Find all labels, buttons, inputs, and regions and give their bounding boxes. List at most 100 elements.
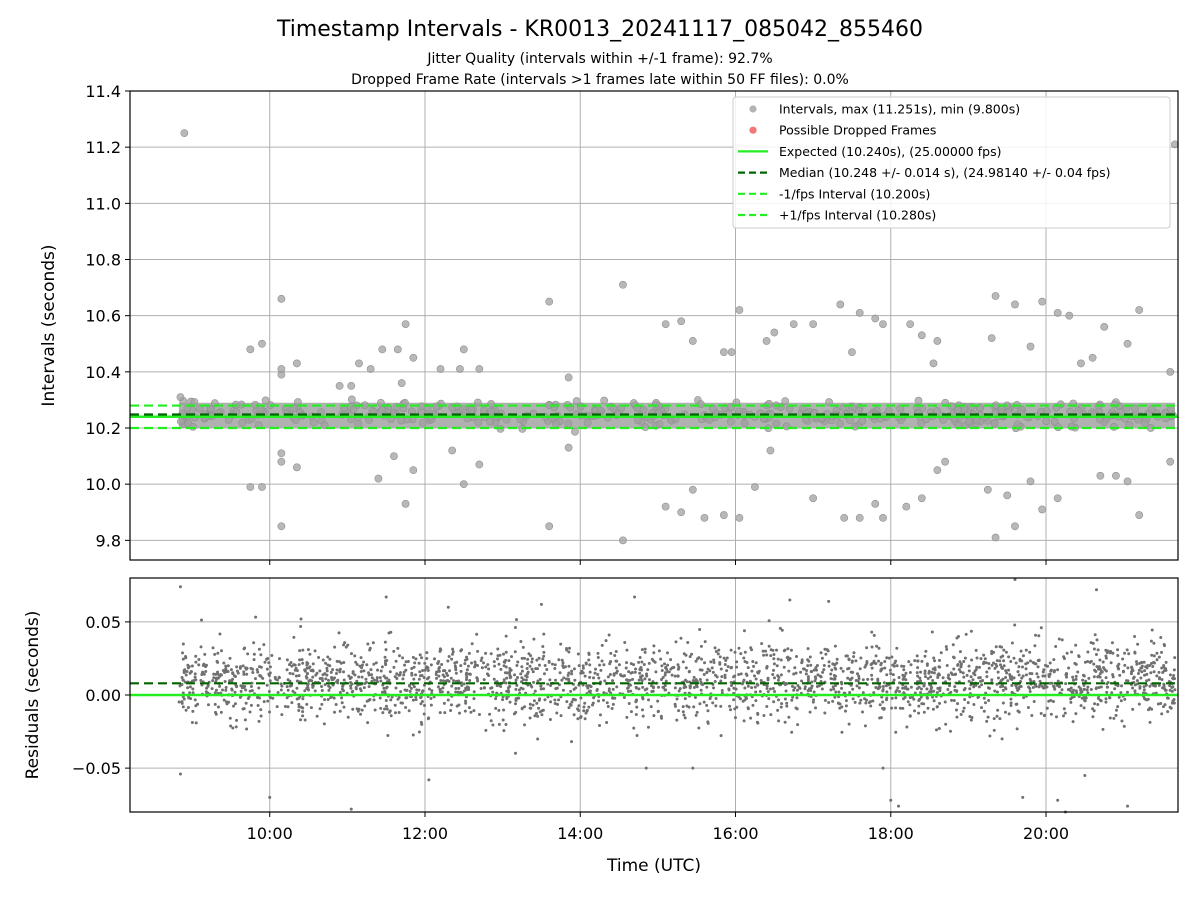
residual-point [677,689,681,693]
residual-point [1002,648,1006,652]
residual-point [775,648,779,652]
residual-point [351,707,355,711]
intervals-y-tick-label: 11.4 [85,82,121,101]
residual-point [629,662,633,666]
residual-point [532,699,536,703]
residual-point [1139,676,1143,680]
residual-point [1004,676,1008,680]
residual-point [614,650,618,654]
residual-point [359,669,363,673]
residual-point [530,660,534,664]
residual-point [871,699,875,703]
residual-point [803,685,807,689]
residual-outlier-point [446,605,450,609]
residual-point [290,701,294,705]
interval-point [965,417,973,426]
residual-point [372,698,376,702]
residual-point [417,730,421,734]
residual-point [1163,703,1167,707]
residual-point [344,645,348,649]
residual-point [219,673,223,677]
residual-point [794,671,798,675]
residual-point [508,684,512,688]
residual-point [627,670,631,674]
residual-point [936,675,940,679]
residual-point [987,666,991,670]
interval-point [914,396,923,405]
residual-point [576,652,580,656]
residual-point [887,656,891,660]
residual-point [700,668,704,672]
residual-point [619,673,623,677]
residual-point [935,705,939,709]
residual-point [908,696,912,700]
residual-point [847,722,851,726]
residual-point [930,670,934,674]
residual-point [351,671,355,675]
residual-point [1160,666,1164,670]
residual-point [1086,650,1090,654]
residual-point [723,662,727,666]
residual-point [470,642,474,646]
residual-point [224,664,228,668]
residual-point [1014,683,1018,687]
residual-point [200,618,204,622]
residual-point [858,667,862,671]
residual-point [606,675,610,679]
residual-point [567,706,571,710]
residual-point [865,646,869,650]
residual-point [790,698,794,702]
residual-point [891,663,895,667]
residual-point [1076,670,1080,674]
residual-point [1088,660,1092,664]
residual-point [641,685,645,689]
residual-point [729,666,733,670]
residual-point [975,656,979,660]
residual-point [835,657,839,661]
x-tick-label: 12:00 [402,824,448,843]
residual-point [657,685,661,689]
residual-point [378,676,382,680]
residual-point [436,669,440,673]
residual-point [665,667,669,671]
residual-point [1095,638,1099,642]
interval-outlier-point [277,457,286,466]
residual-point [932,699,936,703]
residual-point [414,657,418,661]
residual-point [519,672,523,676]
residual-point [739,652,743,656]
residual-point [1114,713,1118,717]
residual-point [908,671,912,675]
residual-point [919,670,923,674]
residual-point [910,695,914,699]
interval-point [858,417,867,425]
interval-outlier-point [1026,342,1035,351]
residual-point [638,655,642,659]
residual-point [765,704,769,708]
residual-point [664,679,668,683]
interval-outlier-point [293,463,301,472]
residual-point [795,688,799,692]
residual-point [1050,681,1054,685]
residual-outlier-point [1094,588,1098,592]
residual-point [949,671,953,675]
residual-point [554,678,558,682]
interval-outlier-point [983,485,992,494]
residual-point [955,715,959,719]
residual-point [589,685,593,689]
residual-point [760,642,764,646]
residual-point [713,646,717,650]
interval-point [564,419,573,428]
residual-point [438,687,442,691]
residual-point [1082,687,1086,691]
residual-point [326,655,330,659]
residual-point [628,678,632,682]
residual-point [1048,661,1052,665]
residual-point [472,690,476,694]
residual-point [640,708,644,712]
residual-point [992,728,996,732]
residual-point [378,696,382,700]
residual-point [719,679,723,683]
residual-point [1009,703,1013,707]
residual-point [435,676,439,680]
